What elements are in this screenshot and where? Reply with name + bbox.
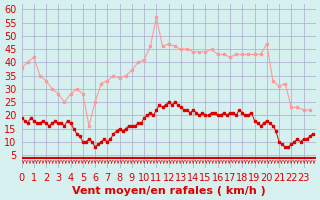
X-axis label: Vent moyen/en rafales ( km/h ): Vent moyen/en rafales ( km/h ) (72, 186, 266, 196)
